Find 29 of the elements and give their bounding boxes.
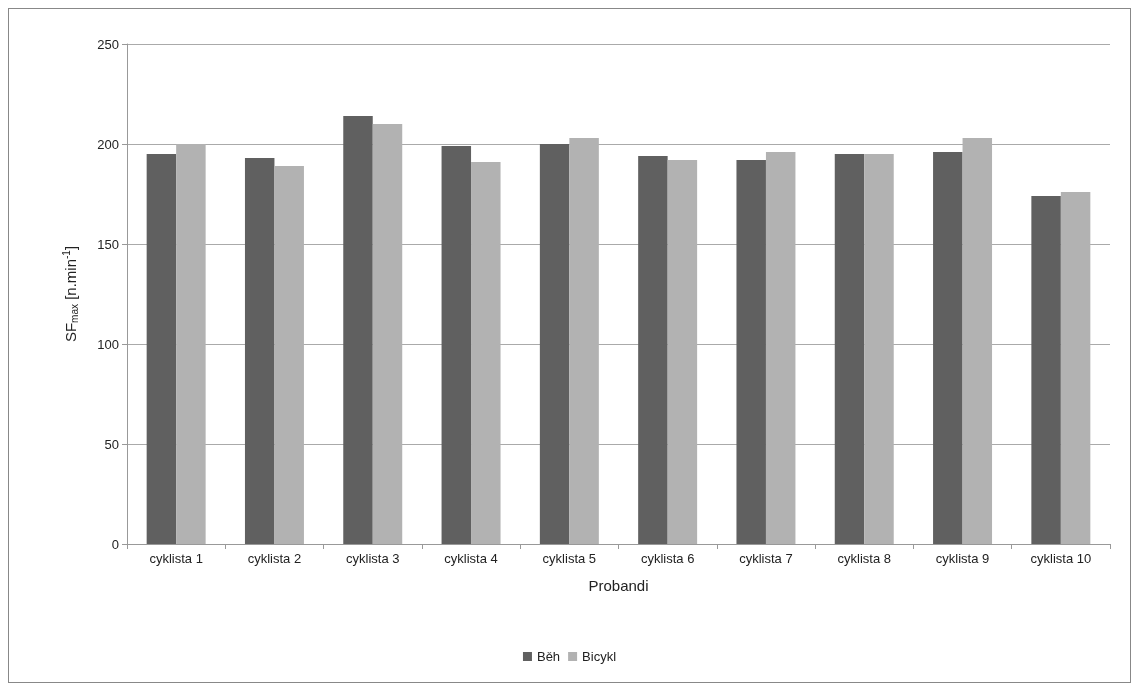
bar (539, 144, 570, 544)
legend-label: Běh (536, 649, 561, 664)
bar (834, 154, 865, 544)
y-tick-label: 250 (97, 36, 119, 52)
legend-label: Bicykl (582, 649, 617, 664)
bar (343, 116, 373, 544)
x-tick-label: cyklista 7 (739, 551, 793, 566)
x-tick-label: cyklista 5 (542, 551, 597, 566)
y-tick-label: 100 (97, 336, 119, 352)
y-tick-label: 200 (97, 136, 119, 152)
bar (146, 154, 177, 544)
x-tick-label: cyklista 10 (1030, 551, 1092, 566)
x-tick-label: cyklista 3 (346, 551, 400, 566)
bar (736, 160, 766, 544)
bar (638, 156, 668, 544)
bar (244, 158, 275, 544)
bar (933, 152, 963, 544)
y-tick-label: 50 (104, 436, 119, 452)
y-tick-label: 0 (111, 536, 119, 552)
x-tick-label: cyklista 6 (640, 551, 695, 566)
x-tick-label: cyklista 1 (149, 551, 203, 566)
bar (441, 146, 472, 544)
bar (1031, 196, 1061, 544)
x-tick-label: cyklista 9 (935, 551, 990, 566)
x-tick-label: cyklista 2 (247, 551, 302, 566)
y-tick-label: 150 (97, 236, 119, 252)
x-tick-label: cyklista 4 (444, 551, 498, 566)
x-axis-title: Probandi (588, 577, 649, 594)
x-tick-label: cyklista 8 (837, 551, 891, 566)
